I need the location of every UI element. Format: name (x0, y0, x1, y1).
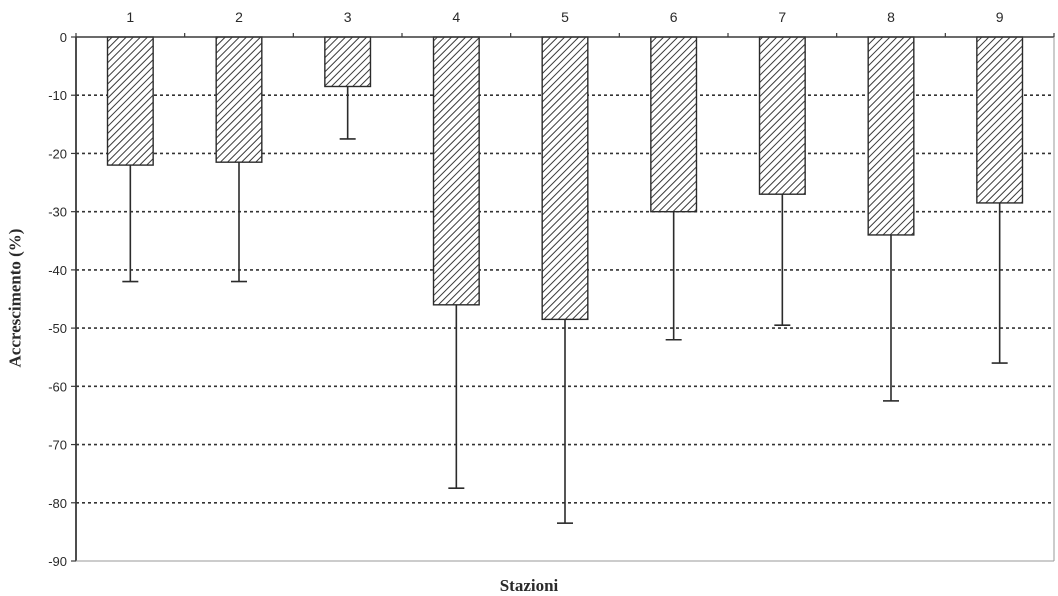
y-tick-label: -40 (48, 263, 67, 278)
bar (867, 36, 915, 236)
x-axis-title: Stazioni (499, 576, 559, 595)
y-tick-label: -90 (48, 554, 67, 569)
x-tick-label: 2 (235, 9, 243, 25)
x-tick-label: 6 (670, 9, 678, 25)
y-axis-title: Accrescimento (%) (5, 228, 24, 368)
y-tick-label: -30 (48, 205, 67, 220)
tick-labels: 1 2 3 4 5 6 7 8 9 0 -10 -20 -30 -40 -50 -60 -70 -80 -90 (48, 9, 1004, 569)
y-axis-title-box: Accrescimento (%) (2, 98, 28, 498)
x-tick-label: 5 (561, 9, 569, 25)
y-tick-label: -70 (48, 438, 67, 453)
bar (650, 36, 698, 213)
x-tick-label: 4 (452, 9, 460, 25)
y-tick-label: -80 (48, 496, 67, 511)
x-tick-label: 9 (996, 9, 1004, 25)
x-tick-label: 1 (126, 9, 134, 25)
y-tick-label: 0 (60, 30, 67, 45)
bar (432, 36, 480, 306)
x-tick-label: 7 (778, 9, 786, 25)
bar (758, 36, 806, 195)
bar (541, 36, 589, 321)
y-tick-label: -10 (48, 88, 67, 103)
y-tick-label: -50 (48, 321, 67, 336)
axes (71, 33, 1055, 562)
y-tick-label: -20 (48, 146, 67, 161)
x-tick-label: 8 (887, 9, 895, 25)
error-bars (122, 86, 1008, 524)
x-tick-label: 3 (344, 9, 352, 25)
bar (976, 36, 1024, 204)
bars (106, 36, 1024, 321)
y-tick-label: -60 (48, 379, 67, 394)
bar (324, 36, 372, 88)
bar (106, 36, 154, 166)
bar (215, 36, 263, 163)
